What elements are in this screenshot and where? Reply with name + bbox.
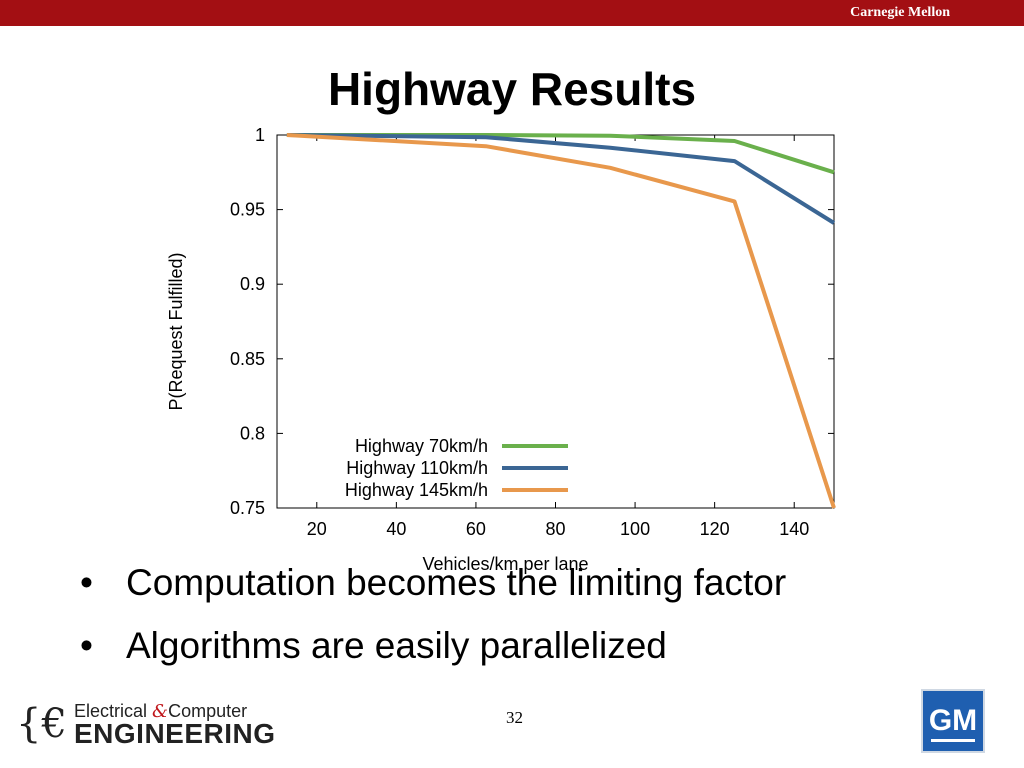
y-axis-label: P(Request Fulfilled) <box>166 252 186 410</box>
y-tick-label: 0.75 <box>230 498 265 518</box>
legend-label: Highway 110km/h <box>346 458 488 478</box>
y-tick-label: 0.9 <box>240 274 265 294</box>
bullet-list: • Computation becomes the limiting factor… <box>80 562 786 688</box>
page-number: 32 <box>506 708 523 727</box>
x-tick-label: 20 <box>307 519 327 539</box>
slide-title: Highway Results <box>327 63 697 115</box>
y-tick-label: 0.85 <box>230 349 265 369</box>
series-line <box>286 133 836 509</box>
ece-emblem-icon: {€ <box>16 701 67 747</box>
x-tick-label: 140 <box>779 519 809 539</box>
y-tick-label: 0.95 <box>230 200 265 220</box>
legend-label: Highway 145km/h <box>345 480 488 500</box>
ece-logo: {€ Electrical &Computer ENGINEERING <box>16 698 275 750</box>
university-logo: Carnegie Mellon <box>850 5 950 20</box>
bullet-icon: • <box>80 562 93 603</box>
x-tick-label: 120 <box>700 519 730 539</box>
x-tick-label: 40 <box>386 519 406 539</box>
line-chart: 20 40 60 80 100 120 140 1 0.95 0.9 0.85 0.8 0.75 Vehi… <box>166 126 836 574</box>
ece-logo-line2: ENGINEERING <box>74 718 276 749</box>
gm-logo-text: GM <box>928 704 978 737</box>
legend-label: Highway 70km/h <box>355 436 488 456</box>
y-tick-label: 1 <box>255 126 265 145</box>
gm-logo: GM <box>921 689 985 753</box>
gm-logo-bar <box>931 739 975 742</box>
bullet-item: • Algorithms are easily parallelized <box>80 625 667 666</box>
header-bar: Carnegie Mellon <box>0 0 1024 26</box>
x-tick-label: 100 <box>620 519 650 539</box>
series-line <box>286 133 836 225</box>
x-tick-label: 60 <box>466 519 486 539</box>
x-tick-label: 80 <box>545 519 565 539</box>
bullet-icon: • <box>80 625 93 666</box>
x-axis-label: Vehicles/km per lane <box>422 554 588 574</box>
bullet-item: • Computation becomes the limiting factor <box>80 562 787 603</box>
ece-logo-line1: Electrical &Computer <box>74 701 248 722</box>
y-tick-label: 0.8 <box>240 423 265 443</box>
